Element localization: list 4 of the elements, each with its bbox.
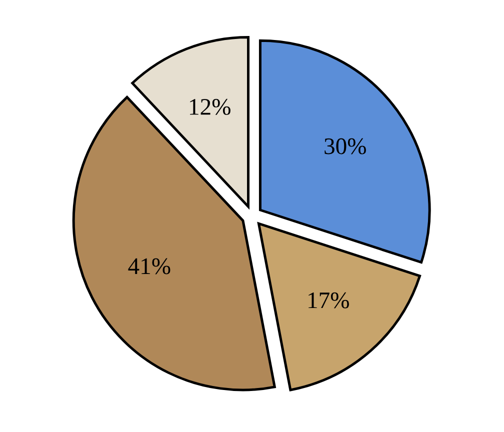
- data-label: 17%: [308, 292, 349, 308]
- data-label: 41%: [128, 258, 170, 274]
- data-label: 12%: [190, 98, 230, 115]
- data-label: 30%: [324, 138, 366, 154]
